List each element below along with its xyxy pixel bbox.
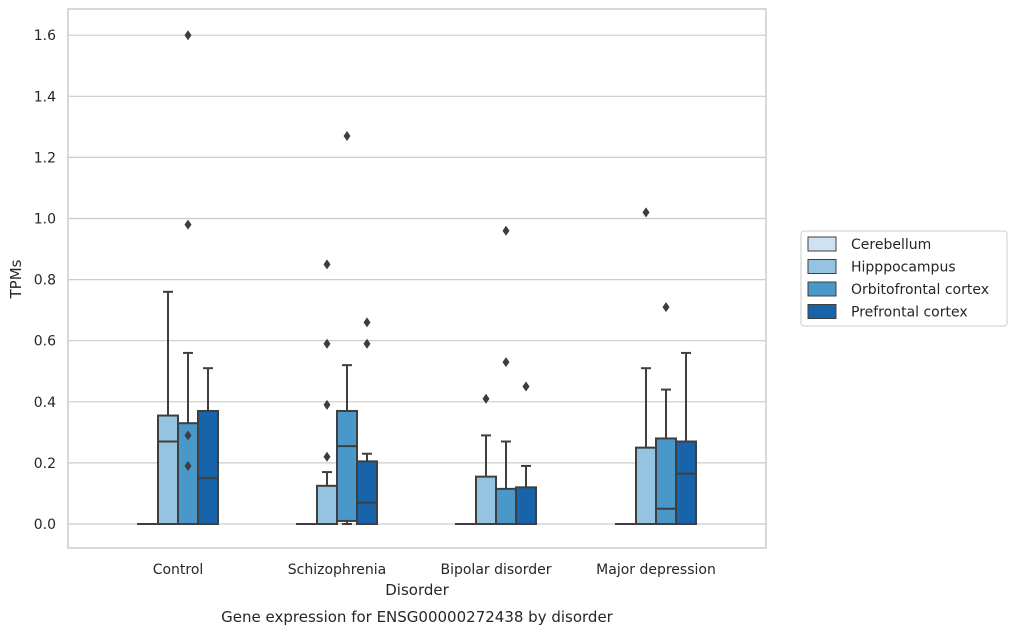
legend: Cerebellum Hipppocampus Orbitofrontal cort…: [800, 230, 1008, 327]
legend-frame: [800, 230, 1008, 327]
box-body: [675, 440, 697, 526]
box-hipppocampus: [157, 290, 179, 525]
box-body: [495, 487, 517, 525]
legend-label: Orbitofrontal cortex: [851, 282, 989, 298]
y-tick-label: 0.8: [34, 273, 56, 289]
plot-frame: [67, 8, 767, 549]
box-prefrontal-cortex: [675, 351, 697, 526]
y-tick-label: 1.0: [34, 212, 56, 228]
x-tick-label: Schizophrenia: [288, 562, 386, 578]
y-tick-label: 0.0: [34, 517, 56, 533]
y-tick-labels: 0.0 0.2 0.4 0.6 0.8 1.0 1.2 1.4 1.6: [34, 28, 56, 533]
flier-point: [502, 357, 510, 368]
box-orbitofrontal-cortex: [336, 131, 358, 525]
box-hipppocampus: [475, 393, 497, 525]
flier-point: [323, 338, 331, 349]
box-prefrontal-cortex: [197, 367, 219, 525]
box-body: [655, 437, 677, 525]
legend-label: Cerebellum: [851, 237, 931, 253]
legend-swatch: [807, 236, 837, 252]
x-tick-label: Major depression: [596, 562, 716, 578]
x-tick-label: Bipolar disorder: [440, 562, 551, 578]
flier-point: [323, 399, 331, 410]
flier-point: [642, 207, 650, 218]
y-axis-label: TPMs: [7, 259, 25, 299]
box-orbitofrontal-cortex: [177, 30, 199, 525]
y-tick-label: 0.4: [34, 395, 56, 411]
flier-point: [184, 30, 192, 41]
box-body: [475, 475, 497, 525]
legend-swatch: [807, 259, 837, 274]
y-tick-label: 1.6: [34, 28, 56, 44]
box-body: [336, 409, 358, 522]
box-hipppocampus: [316, 259, 338, 525]
legend-swatch: [807, 304, 837, 319]
box-body: [515, 486, 537, 525]
flier-point: [522, 381, 530, 392]
box-body: [635, 446, 657, 525]
flier-point: [323, 451, 331, 462]
y-tick-label: 1.2: [34, 150, 56, 166]
box-body: [157, 414, 179, 525]
box-prefrontal-cortex: [356, 317, 378, 525]
legend-label: Prefrontal cortex: [851, 305, 968, 321]
flier-point: [502, 225, 510, 236]
x-tick-labels: Control Schizophrenia Bipolar disorder Majo…: [153, 562, 716, 578]
flier-point: [323, 259, 331, 270]
box-orbitofrontal-cortex: [495, 225, 517, 525]
flier-point: [184, 219, 192, 230]
chart-caption: Gene expression for ENSG00000272438 by d…: [221, 608, 614, 626]
x-axis-label: Disorder: [385, 581, 449, 599]
box-hipppocampus: [635, 207, 657, 525]
box-prefrontal-cortex: [515, 381, 537, 525]
y-tick-label: 0.6: [34, 334, 56, 350]
flier-point: [363, 338, 371, 349]
box-orbitofrontal-cortex: [655, 302, 677, 525]
y-tick-label: 1.4: [34, 89, 56, 105]
box-body: [197, 409, 219, 525]
flier-point: [363, 317, 371, 328]
x-tick-label: Control: [153, 562, 204, 578]
flier-point: [482, 393, 490, 404]
flier-point: [184, 460, 192, 471]
box-body: [316, 484, 338, 525]
flier-point: [184, 430, 192, 441]
legend-swatch: [807, 281, 837, 297]
flier-point: [343, 131, 351, 142]
boxes-layer: [137, 30, 697, 526]
legend-label: Hipppocampus: [851, 260, 956, 276]
flier-point: [662, 302, 670, 313]
box-body: [356, 460, 378, 525]
y-tick-label: 0.2: [34, 456, 56, 472]
